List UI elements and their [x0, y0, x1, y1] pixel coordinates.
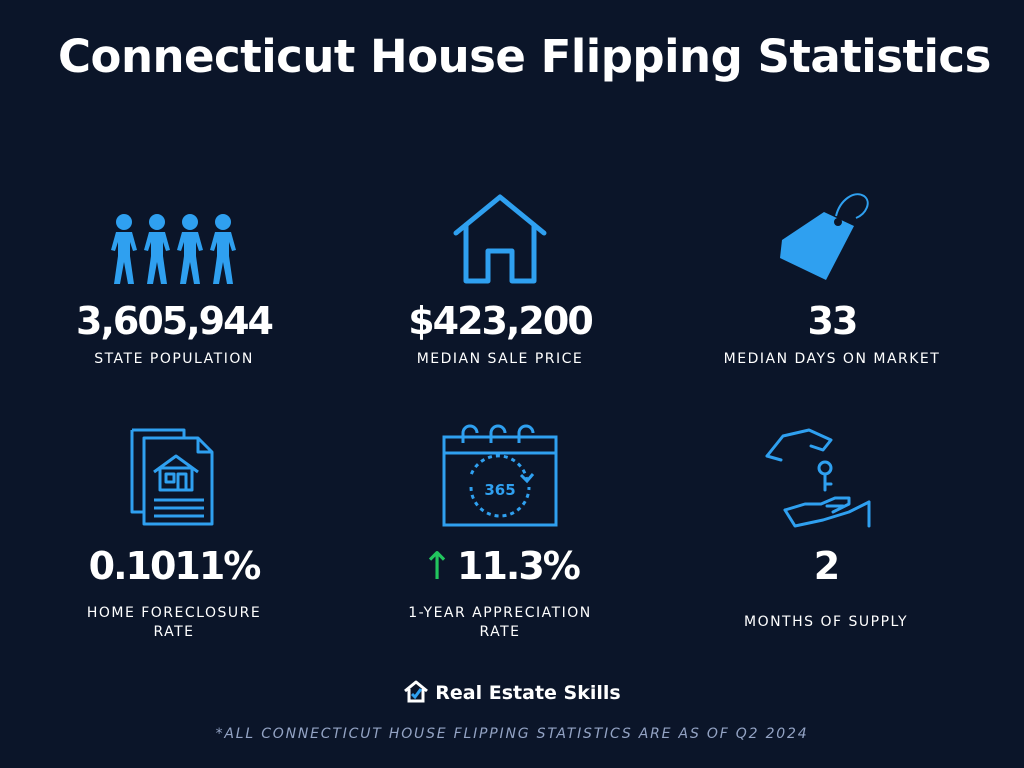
- stat-value: $423,200: [408, 299, 594, 343]
- stat-value: 3,605,944: [76, 299, 274, 343]
- stat-months-supply: 2 MONTHS OF SUPPLY: [676, 547, 976, 632]
- stat-label-line: HOME FORECLOSURE: [86, 605, 262, 621]
- stat-median-sale-price: $423,200 MEDIAN SALE PRICE: [350, 302, 650, 369]
- svg-text:365: 365: [484, 481, 515, 499]
- stat-days-on-market: 33 MEDIAN DAYS ON MARKET: [682, 302, 982, 369]
- brand-name: Real Estate Skills: [435, 682, 621, 704]
- stat-label: MEDIAN DAYS ON MARKET: [723, 351, 941, 367]
- house-logo-icon: [404, 680, 429, 703]
- stat-appreciation-rate: ↑ 11.3% 1-YEAR APPRECIATION RATE: [350, 547, 650, 642]
- hand-key-icon: [765, 428, 877, 528]
- stat-label: STATE POPULATION: [94, 351, 254, 367]
- stat-value: 33: [807, 299, 859, 343]
- stat-label: MONTHS OF SUPPLY: [743, 614, 909, 630]
- page-title: Connecticut House Flipping Statistics: [58, 30, 991, 83]
- stat-population: 3,605,944 STATE POPULATION: [24, 302, 324, 369]
- footnote: *ALL CONNECTICUT HOUSE FLIPPING STATISTI…: [215, 726, 809, 742]
- stat-foreclosure-rate: 0.1011% HOME FORECLOSURE RATE: [24, 547, 324, 642]
- stat-label-line: 1-YEAR APPRECIATION: [408, 605, 592, 621]
- foreclosure-document-icon: [128, 428, 218, 528]
- stat-label: MEDIAN SALE PRICE: [416, 351, 584, 367]
- trend-up-arrow-icon: ↑: [421, 544, 453, 588]
- calendar-365-icon: 365: [441, 423, 559, 528]
- stat-value: 0.1011%: [88, 544, 262, 588]
- brand-logo: Real Estate Skills: [0, 679, 1024, 704]
- house-icon: [452, 193, 548, 285]
- stat-label-line: RATE: [479, 624, 521, 640]
- price-tag-icon: [776, 190, 874, 282]
- stat-label: HOME FORECLOSURE RATE: [24, 604, 324, 642]
- stat-value: 2: [813, 544, 840, 588]
- stat-value: 11.3%: [457, 544, 581, 588]
- stat-label: 1-YEAR APPRECIATION RATE: [350, 604, 650, 642]
- stat-label-line: RATE: [153, 624, 195, 640]
- people-icon: [107, 212, 241, 284]
